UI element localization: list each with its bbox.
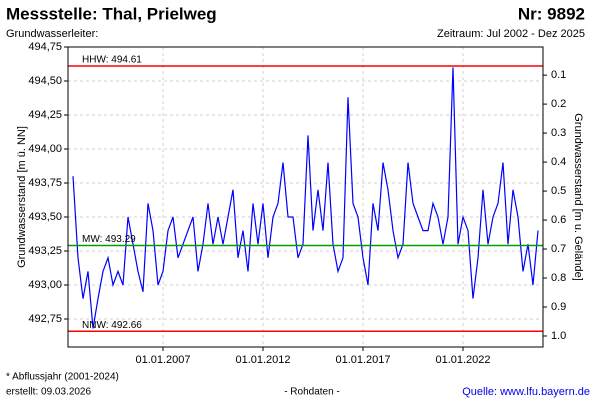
source-link[interactable]: Quelle: www.lfu.bayern.de <box>462 386 590 398</box>
y-tick-label: 494,25 <box>28 109 62 121</box>
reference-label: MW: 493.29 <box>82 234 136 245</box>
plot-frame <box>67 46 544 348</box>
y2-tick-label: 0.9 <box>551 301 566 313</box>
y2-tick-label: 0.6 <box>551 214 566 226</box>
y2-tick-label: 0.3 <box>551 127 566 139</box>
y-tick-label: 493,75 <box>28 177 62 189</box>
x-tick-label: 01.01.2012 <box>235 354 290 366</box>
y-tick-label: 492,75 <box>28 313 62 325</box>
x-tick-label: 01.01.2007 <box>135 354 190 366</box>
reference-label: NNW: 492.66 <box>82 320 142 331</box>
y2-tick-label: 0.8 <box>551 272 566 284</box>
y2-tick-label: 0.7 <box>551 243 566 255</box>
x-tick-label: 01.01.2022 <box>435 354 490 366</box>
aquifer: Grundwasserleiter: <box>6 28 98 40</box>
y2-tick-label: 0.4 <box>551 156 566 168</box>
status: - Rohdaten - <box>284 387 340 398</box>
note: * Abflussjahr (2001-2024) <box>6 372 119 383</box>
y2-tick-label: 1.0 <box>551 330 566 342</box>
y-tick-label: 493,25 <box>28 245 62 257</box>
y2-tick-label: 0.5 <box>551 185 566 197</box>
title: Messstelle: Thal, Prielweg <box>6 4 217 23</box>
x-tick-label: 01.01.2017 <box>335 354 390 366</box>
y-tick-label: 493,00 <box>28 279 62 291</box>
y-tick-label: 493,50 <box>28 211 62 223</box>
y2-tick-label: 0.2 <box>551 98 566 110</box>
reference-label: HHW: 494.61 <box>82 55 142 66</box>
y-tick-label: 494,75 <box>28 41 62 53</box>
period: Zeitraum: Jul 2002 - Dez 2025 <box>437 28 585 40</box>
y2-axis-label: Grundwasserstand [m u. Gelände] <box>572 113 584 281</box>
station-number: Nr: 9892 <box>518 4 585 23</box>
y2-tick-label: 0.1 <box>551 69 566 81</box>
y-tick-label: 494,00 <box>28 143 62 155</box>
y-axis-label: Grundwasserstand [m ü. NN] <box>16 126 28 268</box>
series-line <box>72 67 539 329</box>
created: erstellt: 09.03.2026 <box>6 387 91 398</box>
y-tick-label: 494,50 <box>28 75 62 87</box>
